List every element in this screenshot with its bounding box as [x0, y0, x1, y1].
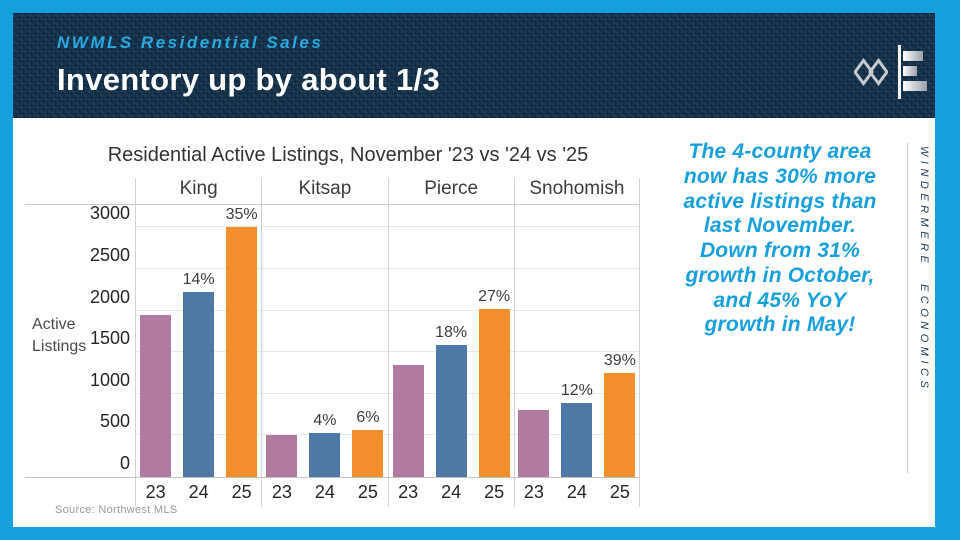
x-tick-label: 24 [314, 482, 335, 502]
bar-slot: 4% [309, 412, 341, 477]
pct-change-label: 14% [182, 271, 215, 288]
bar-snohomish-25 [604, 373, 636, 477]
y-tick-label: 1000 [89, 370, 130, 390]
windermere-economics-logo [854, 45, 927, 99]
county-label: Snohomish [529, 178, 625, 199]
pct-change-label: 12% [560, 382, 593, 399]
x-tick-row: 23 24 25 [515, 477, 639, 507]
bar-slot: 6% [352, 409, 384, 477]
pct-change-label: 18% [435, 324, 468, 341]
x-tick-label: 25 [609, 482, 630, 502]
content-card: Residential Active Listings, November '2… [13, 118, 935, 527]
header-band: NWMLS Residential Sales Inventory up by … [13, 13, 935, 118]
bar-kitsap-24 [309, 433, 341, 477]
y-tick-label: 2000 [89, 287, 130, 307]
county-group-kitsap: Kitsap 4% 6% 23 24 25 [261, 178, 387, 507]
eyebrow-text: NWMLS Residential Sales [57, 33, 324, 52]
bar-slot [266, 435, 298, 477]
bar-slot: 39% [603, 352, 636, 477]
bar-slot: 18% [435, 324, 468, 477]
x-tick-label: 23 [145, 482, 166, 502]
bars-zone: 18% 27% [389, 204, 514, 477]
bar-slot: 35% [225, 206, 258, 477]
vertical-divider [907, 143, 908, 473]
x-tick-row: 23 24 25 [262, 477, 387, 507]
economics-bar-chart-icon [898, 45, 927, 99]
bar-slot: 14% [182, 271, 215, 477]
bar-kitsap-25 [352, 430, 384, 477]
y-tick-label: 3000 [89, 203, 130, 223]
county-header-rule [25, 204, 640, 205]
y-tick-label: 2500 [89, 245, 130, 265]
bar-slot: 12% [560, 382, 593, 477]
pct-change-label: 39% [603, 352, 636, 369]
bar-slot: 27% [478, 288, 511, 477]
bar-snohomish-23 [518, 410, 550, 477]
bar-groups: King 14% 35% 23 24 25 Kitsap 4% 6% 23 24 25 Pierce 18… [135, 178, 640, 507]
pct-change-label: 27% [478, 288, 511, 305]
windermere-w-icon [854, 57, 888, 87]
pct-change-label: 35% [225, 206, 258, 223]
bar-slot [392, 365, 424, 477]
y-tick-label: 500 [99, 411, 130, 431]
x-tick-label: 24 [441, 482, 462, 502]
county-group-pierce: Pierce 18% 27% 23 24 25 [387, 178, 514, 507]
x-tick-label: 24 [188, 482, 209, 502]
bar-snohomish-24 [561, 403, 593, 477]
annotation-text: The 4-county area now has 30% more activ… [683, 140, 877, 337]
county-label: King [179, 178, 218, 199]
y-tick-label: 0 [119, 453, 130, 473]
brand-vertical-text: WINDERMERE ECONOMICS [918, 146, 930, 393]
pct-change-label: 4% [313, 412, 337, 429]
x-tick-label: 25 [357, 482, 378, 502]
bars-zone: 4% 6% [262, 204, 387, 477]
x-tick-row: 23 24 25 [389, 477, 514, 507]
county-label: Pierce [424, 178, 479, 199]
bars-zone: 14% 35% [136, 204, 261, 477]
y-axis-title: Active Listings [32, 316, 87, 355]
bar-king-24 [183, 292, 215, 477]
bar-pierce-25 [478, 309, 510, 477]
bar-kitsap-23 [266, 435, 298, 477]
page-title: Inventory up by about 1/3 [57, 62, 440, 97]
bar-slot [518, 410, 550, 477]
x-tick-label: 24 [566, 482, 587, 502]
bar-pierce-24 [435, 345, 467, 477]
x-tick-label: 25 [231, 482, 252, 502]
bar-pierce-23 [392, 365, 424, 477]
x-tick-label: 23 [271, 482, 292, 502]
county-label: Kitsap [298, 178, 352, 199]
x-tick-row: 23 24 25 [136, 477, 261, 507]
county-group-king: King 14% 35% 23 24 25 [135, 178, 261, 507]
x-axis-baseline [25, 477, 640, 478]
chart-title: Residential Active Listings, November '2… [107, 144, 589, 166]
county-group-snohomish: Snohomish 12% 39% 23 24 25 [513, 178, 640, 507]
x-tick-label: 23 [523, 482, 544, 502]
bar-slot [140, 315, 172, 477]
bar-king-23 [140, 315, 172, 477]
y-tick-label: 1500 [89, 328, 130, 348]
source-note: Source: Northwest MLS [55, 504, 178, 516]
bars-zone: 12% 39% [515, 204, 639, 477]
pct-change-label: 6% [356, 409, 380, 426]
y-axis-labels: 0 500 1000 1500 2000 2500 3000 [25, 203, 130, 477]
x-tick-label: 23 [398, 482, 419, 502]
bar-king-25 [226, 227, 258, 477]
x-tick-label: 25 [484, 482, 505, 502]
